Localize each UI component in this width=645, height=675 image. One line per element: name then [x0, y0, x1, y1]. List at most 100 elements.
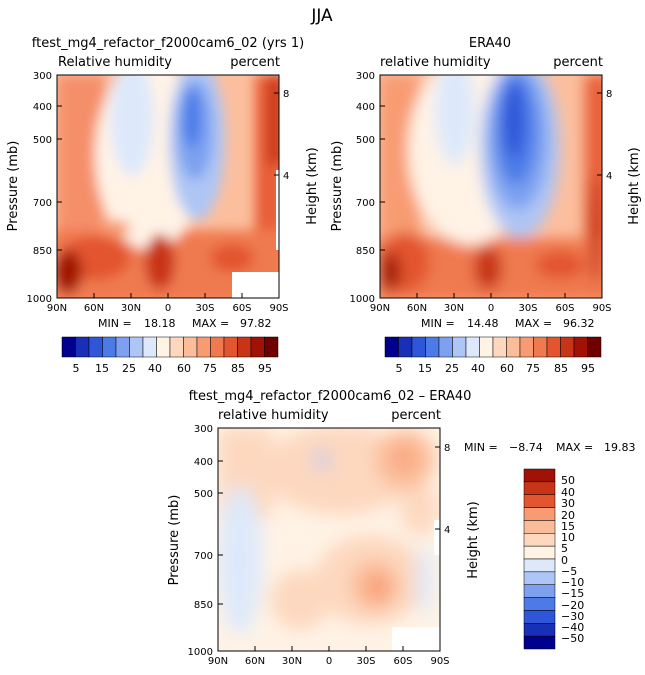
y-tick-label: 700 [356, 198, 375, 209]
colorbar-label: 15 [418, 362, 432, 375]
colorbar-swatch [61, 336, 76, 358]
colorbar-swatch [75, 336, 90, 358]
colorbar-swatch [465, 336, 480, 358]
colorbar-swatch [264, 336, 279, 358]
colorbar-label: 40 [471, 362, 485, 375]
colorbar-swatch [142, 336, 157, 358]
contour-field [380, 75, 602, 298]
x-tick-label: 0 [165, 303, 171, 314]
colorbar-label: −40 [561, 621, 584, 634]
y-axis-label: Pressure (mb) [167, 495, 182, 586]
colorbar-label: 15 [561, 520, 575, 533]
colorbar-label: 20 [561, 509, 575, 522]
colorbar-swatch [210, 336, 225, 358]
colorbar-label: 60 [177, 362, 191, 375]
colorbar-swatch [411, 336, 426, 358]
colorbar-label: 5 [73, 362, 80, 375]
max-label: MAX = [515, 317, 552, 330]
colorbar-swatch [533, 336, 548, 358]
y-right-tick-label: 4 [606, 171, 612, 182]
colorbar-swatch [506, 336, 521, 358]
colorbar-swatch [523, 571, 556, 585]
y-tick-label: 300 [33, 71, 52, 82]
colorbar-label: 95 [258, 362, 272, 375]
y-tick-label: 400 [33, 102, 52, 113]
y-tick-label: 700 [33, 198, 52, 209]
y-tick-label: 500 [356, 135, 375, 146]
x-tick-label: 90S [592, 303, 611, 314]
colorbar-label: −5 [561, 565, 577, 578]
panel-subtitle-right: percent [230, 55, 280, 70]
colorbar-swatch [523, 507, 556, 521]
colorbar-swatch [223, 336, 238, 358]
x-tick-label: 60N [245, 656, 265, 667]
colorbar-label: 0 [561, 554, 568, 567]
colorbar-label: 95 [581, 362, 595, 375]
figure-title: JJA [310, 6, 333, 26]
panel-subtitle-left: relative humidity [380, 55, 491, 70]
panel-difference: ftest_mg4_refactor_f2000cam6_02 – ERA40 … [167, 389, 636, 667]
colorbar-label: 10 [561, 531, 575, 544]
colorbar-label: 40 [561, 486, 575, 499]
y-axis-label-right: Height (km) [627, 147, 642, 224]
x-tick-label: 0 [488, 303, 494, 314]
x-tick-label: 90N [370, 303, 390, 314]
colorbar-label: 25 [122, 362, 136, 375]
x-tick-label: 30S [518, 303, 537, 314]
colorbar-swatch [523, 623, 556, 637]
min-label: MIN = [98, 317, 132, 330]
colorbar-label: −10 [561, 576, 584, 589]
colorbar-swatch [523, 533, 556, 547]
colorbar-swatch [523, 545, 556, 560]
y-tick-label: 1000 [27, 294, 52, 305]
x-tick-label: 0 [326, 656, 332, 667]
colorbar-swatch [492, 336, 507, 358]
max-label: MAX = [556, 441, 593, 454]
colorbar-swatch [523, 481, 556, 495]
colorbar [61, 336, 279, 358]
colorbar-swatch [523, 558, 556, 573]
colorbar [384, 336, 602, 358]
x-tick-label: 90N [208, 656, 228, 667]
colorbar-swatch [425, 336, 440, 358]
colorbar-label: 30 [561, 497, 575, 510]
colorbar-swatch [560, 336, 575, 358]
y-axis-label-right: Height (km) [305, 147, 320, 224]
y-right-tick-label: 8 [444, 443, 450, 454]
x-tick-label: 90S [430, 656, 449, 667]
y-tick-label: 300 [194, 424, 213, 435]
colorbar-swatch [237, 336, 252, 358]
colorbar-swatch [546, 336, 561, 358]
x-tick-label: 30S [356, 656, 375, 667]
y-right-tick-label: 8 [283, 89, 289, 100]
colorbar-swatch [250, 336, 265, 358]
colorbar-label: −30 [561, 610, 584, 623]
min-label: MIN = [464, 441, 498, 454]
y-axis-label: Pressure (mb) [6, 141, 21, 232]
colorbar-label: 85 [554, 362, 568, 375]
x-tick-label: 30N [121, 303, 141, 314]
y-tick-label: 500 [33, 135, 52, 146]
colorbar [523, 468, 556, 650]
colorbar-label: 75 [526, 362, 540, 375]
colorbar-swatch [523, 597, 556, 611]
panel-title: ftest_mg4_refactor_f2000cam6_02 – ERA40 [189, 389, 472, 404]
colorbar-swatch [523, 584, 556, 598]
colorbar-label: 15 [95, 362, 109, 375]
colorbar-swatch [384, 336, 399, 358]
x-tick-label: 60N [407, 303, 427, 314]
panel-subtitle-right: percent [391, 408, 441, 423]
x-tick-label: 60S [555, 303, 574, 314]
max-value: 19.83 [604, 441, 636, 454]
colorbar-label: 60 [500, 362, 514, 375]
x-tick-label: 60S [393, 656, 412, 667]
colorbar-swatch [438, 336, 453, 358]
colorbar-swatch [587, 336, 602, 358]
panel-title: ERA40 [469, 36, 511, 51]
colorbar-label: 85 [231, 362, 245, 375]
y-tick-label: 400 [356, 102, 375, 113]
panel-subtitle-right: percent [553, 55, 603, 70]
panel-subtitle-left: Relative humidity [58, 55, 172, 70]
panel-model: ftest_mg4_refactor_f2000cam6_02 (yrs 1) … [6, 36, 320, 375]
